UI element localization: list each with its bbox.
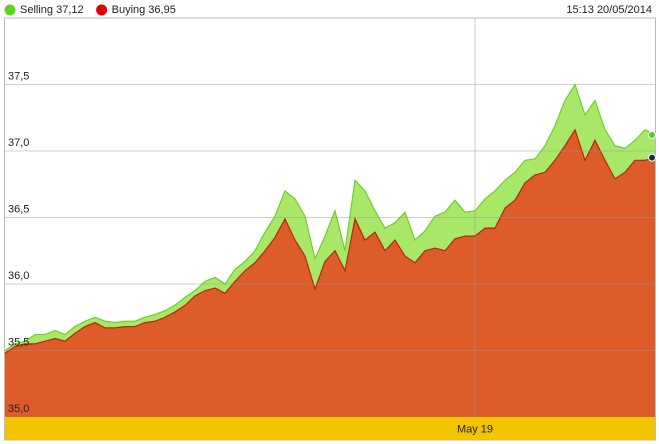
legend-marker — [96, 4, 108, 16]
area-line — [4, 83, 656, 351]
legend-label: Selling 37,12 — [20, 4, 84, 16]
x-tick-label: May 19 — [457, 423, 493, 435]
end-marker — [648, 153, 656, 162]
y-tick-label: 36,0 — [8, 270, 29, 282]
y-tick-label: 35,5 — [8, 336, 29, 348]
legend-marker — [4, 4, 16, 16]
y-tick-label: 36,5 — [8, 203, 29, 215]
y-tick-label: 35,0 — [8, 403, 29, 415]
end-marker — [648, 131, 656, 140]
y-tick-label: 37,0 — [8, 137, 29, 149]
timestamp: 15:13 20/05/2014 — [566, 4, 652, 16]
legend-label: Buying 36,95 — [112, 4, 176, 16]
x-axis-band — [5, 417, 655, 440]
area — [5, 129, 655, 417]
area-line — [4, 128, 656, 354]
y-tick-label: 37,5 — [8, 70, 29, 82]
